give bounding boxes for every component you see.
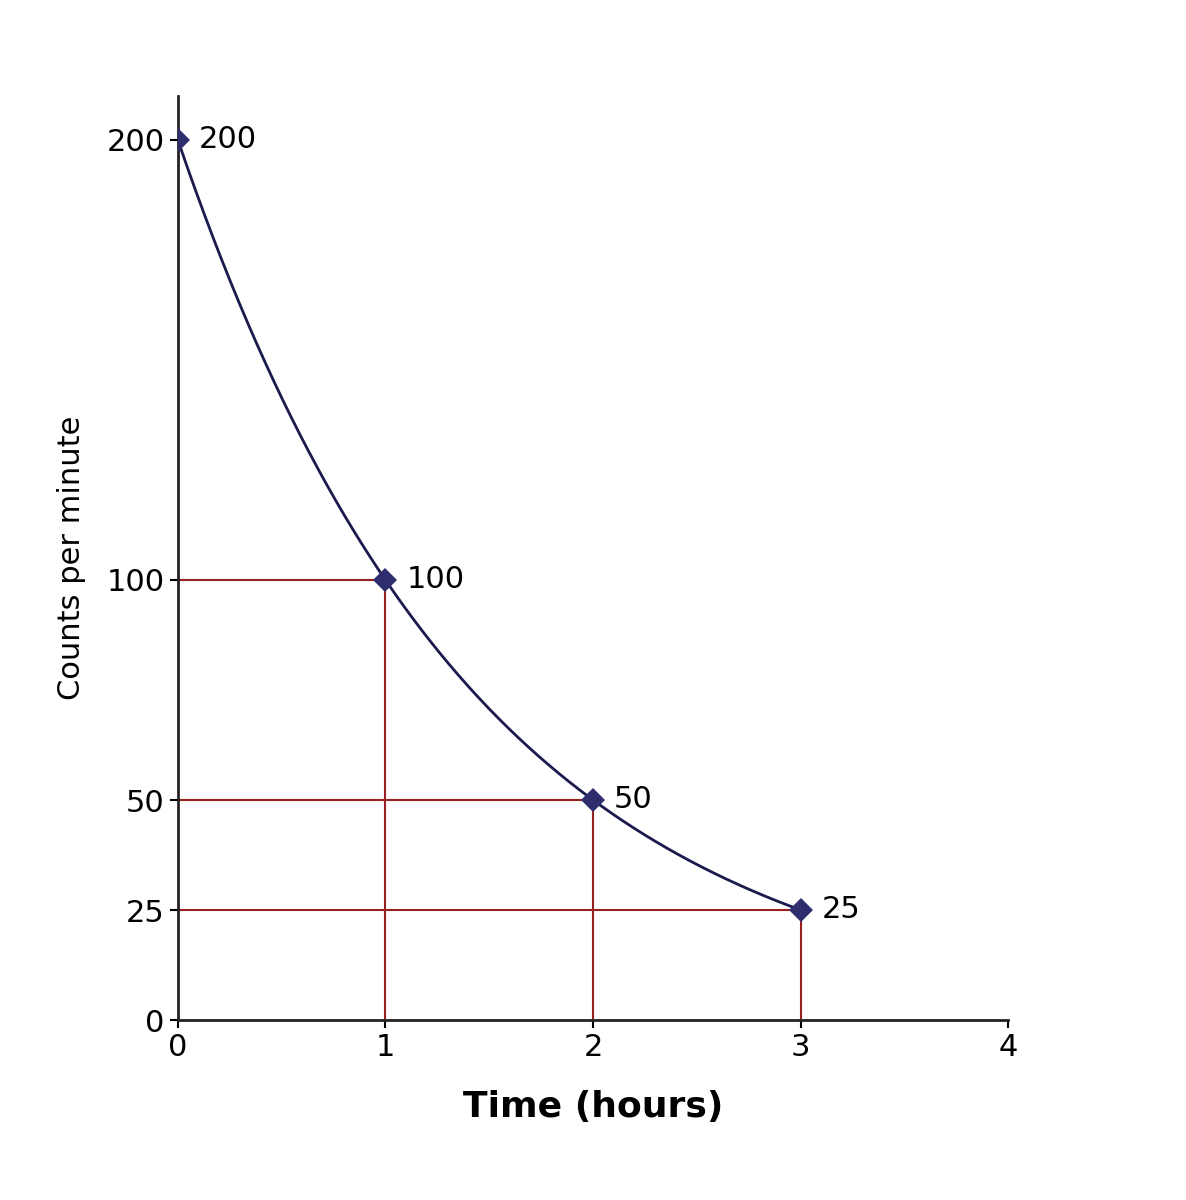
Text: 100: 100 <box>406 565 465 594</box>
Text: 200: 200 <box>198 126 257 155</box>
Y-axis label: Counts per minute: Counts per minute <box>57 416 85 700</box>
Text: 25: 25 <box>821 895 860 924</box>
X-axis label: Time (hours): Time (hours) <box>463 1090 723 1124</box>
Text: 50: 50 <box>614 786 652 815</box>
